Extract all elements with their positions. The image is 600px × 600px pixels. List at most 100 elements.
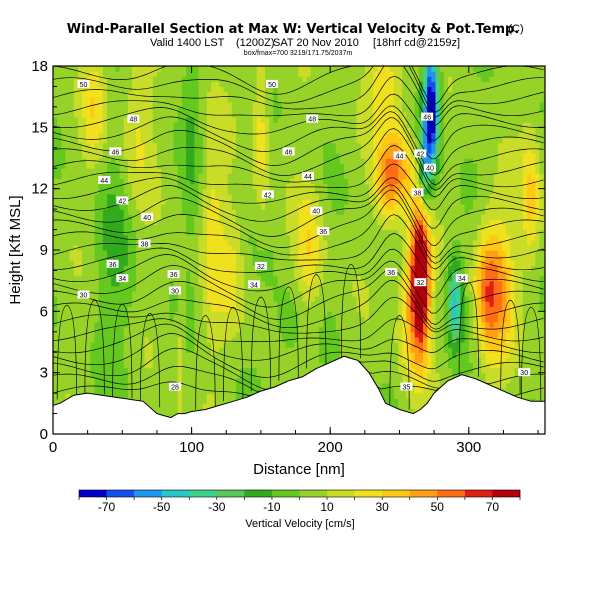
velocity-cell — [152, 408, 158, 415]
velocity-cell — [240, 311, 245, 318]
velocity-cell — [256, 367, 262, 374]
velocity-cell — [190, 270, 195, 277]
velocity-cell — [327, 219, 333, 226]
velocity-cell — [69, 147, 75, 154]
velocity-cell — [132, 127, 137, 134]
velocity-cell — [111, 122, 116, 128]
velocity-cell — [102, 214, 108, 220]
velocity-cell — [190, 188, 195, 195]
velocity-cell — [61, 122, 67, 128]
velocity-cell — [148, 158, 154, 164]
velocity-cell — [94, 377, 100, 384]
velocity-cell — [235, 117, 241, 123]
velocity-cell — [306, 152, 312, 159]
velocity-cell — [281, 275, 287, 282]
velocity-cell — [194, 173, 200, 180]
velocity-cell — [165, 229, 171, 236]
velocity-cell — [310, 147, 316, 154]
velocity-cell — [277, 214, 283, 220]
velocity-cell — [289, 117, 295, 123]
velocity-cell — [86, 76, 92, 82]
velocity-cell — [169, 219, 175, 226]
velocity-cell — [331, 311, 337, 318]
velocity-cell — [310, 352, 316, 358]
velocity-cell — [314, 285, 320, 292]
velocity-cell — [140, 142, 146, 149]
velocity-cell — [244, 367, 250, 374]
velocity-cell — [127, 290, 133, 297]
velocity-cell — [244, 255, 250, 261]
velocity-cell — [260, 106, 266, 113]
velocity-cell — [82, 91, 87, 98]
velocity-cell — [186, 377, 191, 384]
velocity-cell — [223, 265, 229, 272]
velocity-cell — [86, 209, 92, 215]
velocity-cell — [152, 306, 158, 312]
velocity-cell — [198, 96, 204, 103]
velocity-cell — [289, 76, 295, 82]
velocity-cell — [61, 198, 67, 205]
velocity-cell — [123, 316, 129, 323]
velocity-cell — [156, 127, 162, 134]
velocity-cell — [165, 403, 171, 410]
velocity-cell — [194, 81, 200, 88]
velocity-cell — [331, 188, 337, 195]
velocity-cell — [210, 86, 216, 93]
velocity-cell — [136, 224, 141, 231]
velocity-cell — [256, 188, 262, 195]
velocity-cell — [302, 352, 308, 358]
velocity-cell — [260, 377, 266, 384]
velocity-cell — [132, 224, 137, 231]
velocity-cell — [69, 372, 75, 379]
velocity-cell — [260, 326, 266, 333]
velocity-cell — [53, 331, 58, 338]
velocity-cell — [306, 101, 312, 108]
velocity-cell — [335, 224, 341, 231]
velocity-cell — [144, 101, 150, 108]
velocity-cell — [210, 357, 216, 364]
velocity-cell — [161, 357, 166, 364]
velocity-cell — [140, 198, 146, 205]
velocity-cell — [119, 76, 125, 82]
velocity-cell — [252, 229, 258, 236]
velocity-cell — [148, 367, 154, 374]
velocity-cell — [194, 71, 200, 77]
velocity-cell — [298, 178, 304, 185]
velocity-cell — [298, 71, 304, 77]
velocity-cell — [53, 250, 58, 256]
velocity-cell — [61, 388, 67, 394]
velocity-cell — [73, 173, 79, 180]
velocity-cell — [190, 142, 195, 149]
velocity-cell — [173, 112, 179, 118]
velocity-cell — [152, 229, 158, 236]
velocity-cell — [227, 377, 233, 384]
velocity-cell — [306, 137, 312, 144]
velocity-cell — [140, 127, 146, 134]
velocity-cell — [77, 234, 83, 241]
velocity-cell — [265, 122, 270, 128]
velocity-cell — [169, 173, 175, 180]
velocity-cell — [210, 398, 216, 404]
velocity-cell — [256, 122, 262, 128]
velocity-cell — [215, 234, 220, 241]
velocity-cell — [327, 183, 333, 190]
velocity-cell — [231, 106, 237, 113]
velocity-cell — [111, 275, 116, 282]
velocity-cell — [119, 367, 125, 374]
velocity-cell — [219, 352, 225, 358]
velocity-cell — [198, 311, 204, 318]
velocity-cell — [269, 244, 274, 251]
velocity-cell — [277, 193, 283, 200]
velocity-cell — [152, 331, 158, 338]
velocity-cell — [152, 301, 158, 307]
velocity-cell — [294, 301, 299, 307]
velocity-cell — [165, 173, 171, 180]
velocity-cell — [169, 91, 175, 98]
velocity-cell — [319, 147, 324, 154]
velocity-cell — [277, 71, 283, 77]
velocity-cell — [327, 137, 333, 144]
velocity-cell — [102, 183, 108, 190]
velocity-cell — [98, 250, 104, 256]
velocity-cell — [298, 163, 304, 169]
